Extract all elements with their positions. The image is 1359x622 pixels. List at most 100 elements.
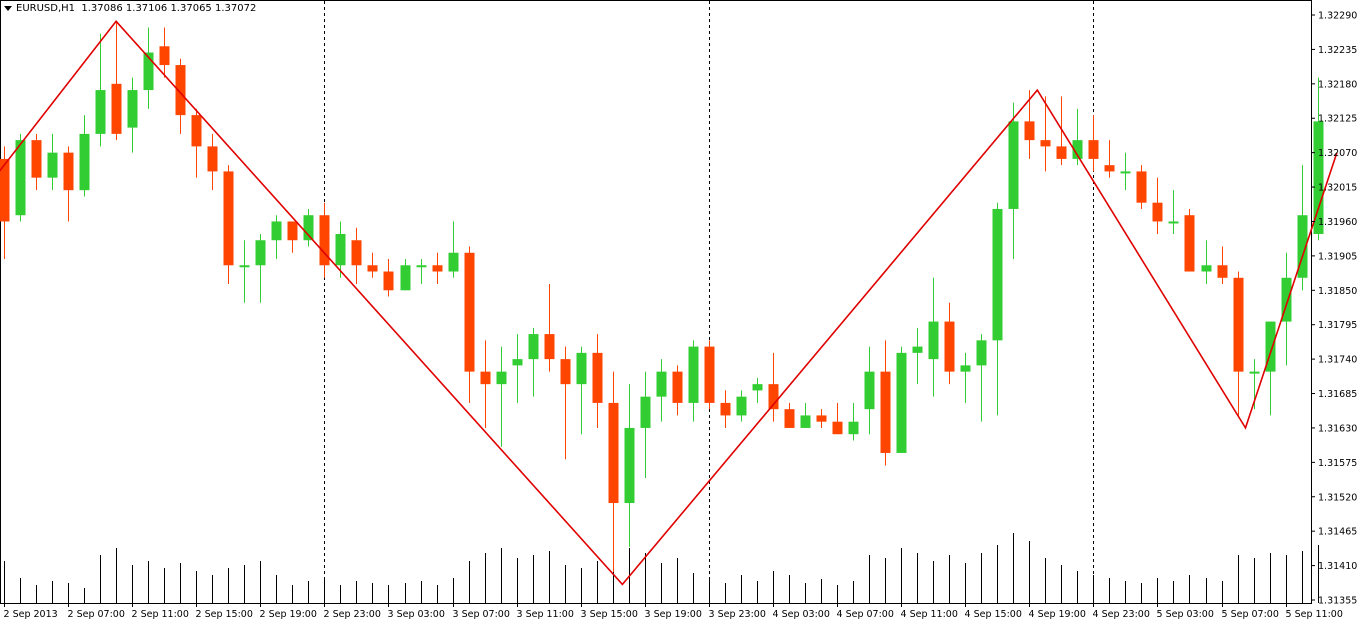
- candlestick: [95, 33, 106, 147]
- time-tick-label: 5 Sep 03:00: [1157, 609, 1214, 620]
- candlestick: [640, 371, 651, 478]
- candle-body: [544, 334, 555, 360]
- candle-body: [95, 90, 106, 134]
- time-tick-label: 3 Sep 19:00: [645, 609, 702, 620]
- candlestick: [15, 133, 26, 222]
- candle-body: [335, 233, 346, 266]
- time-tick-label: 5 Sep 07:00: [1222, 609, 1279, 620]
- price-tick-label: 1.31850: [1318, 286, 1357, 297]
- candlestick: [864, 346, 875, 435]
- time-tick-label: 3 Sep 07:00: [453, 609, 510, 620]
- candle-body: [1072, 140, 1083, 159]
- chart-menu-triangle-icon[interactable]: [4, 5, 12, 11]
- price-tick-label: 1.31410: [1318, 561, 1357, 572]
- candle-body: [1008, 121, 1019, 209]
- candlestick: [143, 27, 154, 109]
- candle-body: [1056, 146, 1067, 159]
- price-tick-label: 1.31355: [1318, 596, 1357, 607]
- candlestick: [432, 252, 443, 285]
- candle-body: [704, 346, 715, 403]
- candlestick: [191, 108, 202, 178]
- candle-body: [496, 371, 507, 385]
- candle-body: [367, 265, 378, 272]
- candlestick: [656, 359, 667, 422]
- candle-body: [31, 140, 42, 178]
- candlestick: [287, 221, 298, 253]
- time-tick-label: 4 Sep 07:00: [837, 609, 894, 620]
- candlestick: [400, 259, 411, 291]
- candlestick: [448, 221, 459, 278]
- candle-body: [720, 402, 731, 416]
- candle-body: [319, 215, 330, 266]
- price-tick-label: 1.31630: [1318, 423, 1357, 434]
- candle-body: [1313, 121, 1324, 234]
- candle-body: [1233, 277, 1244, 372]
- price-tick-label: 1.32235: [1318, 45, 1357, 56]
- candlestick: [1201, 240, 1212, 285]
- candle-body: [239, 265, 250, 268]
- candle-body: [896, 352, 907, 453]
- candlestick: [255, 233, 266, 303]
- candlestick: [416, 259, 427, 285]
- candlestick: [544, 284, 555, 372]
- candle-body: [976, 340, 987, 366]
- time-tick-label: 5 Sep 11:00: [1286, 609, 1343, 620]
- candlestick: [1088, 115, 1099, 172]
- candle-body: [816, 415, 827, 422]
- candlestick: [127, 77, 138, 153]
- time-tick-label: 2 Sep 15:00: [196, 609, 253, 620]
- candle-body: [111, 83, 122, 134]
- price-tick-label: 1.31905: [1318, 251, 1357, 262]
- candle-body: [448, 252, 459, 272]
- price-tick-label: 1.31795: [1318, 320, 1357, 331]
- candle-body: [1104, 165, 1115, 172]
- price-tick-label: 1.31740: [1318, 355, 1357, 366]
- candle-body: [624, 427, 635, 504]
- candle-body: [736, 396, 747, 416]
- candle-body: [1024, 121, 1035, 141]
- candlestick: [1104, 140, 1115, 178]
- chart-title: EURUSD,H1 1.37086 1.37106 1.37065 1.3707…: [4, 3, 256, 14]
- candle-body: [656, 371, 667, 397]
- candlestick: [528, 327, 539, 397]
- candlestick: [960, 352, 971, 403]
- candlestick: [1313, 77, 1324, 241]
- candlestick: [1297, 165, 1308, 291]
- candle-body: [1281, 277, 1292, 322]
- candlestick: [367, 252, 378, 278]
- price-tick-label: 1.32180: [1318, 79, 1357, 90]
- candle-body: [784, 409, 795, 428]
- candle-body: [159, 46, 170, 66]
- candlestick: [1233, 271, 1244, 416]
- candlestick: [79, 115, 90, 197]
- candle-body: [1184, 215, 1195, 272]
- candlestick: [1152, 177, 1163, 234]
- candle-body: [223, 171, 234, 266]
- candle-body: [928, 321, 939, 360]
- price-tick-label: 1.31685: [1318, 389, 1357, 400]
- candle-body: [15, 140, 26, 216]
- candlestick: [944, 302, 955, 385]
- candle-body: [207, 146, 218, 172]
- candlestick: [720, 390, 731, 428]
- candlestick: [928, 277, 939, 397]
- candle-body: [416, 265, 427, 268]
- candle-body: [576, 352, 587, 385]
- candlestick: [752, 377, 763, 403]
- candlestick: [1217, 246, 1228, 285]
- price-tick-label: 1.31465: [1318, 527, 1357, 538]
- candle-body: [1217, 265, 1228, 278]
- candle-body: [512, 359, 523, 366]
- candle-body: [528, 334, 539, 360]
- time-tick-label: 4 Sep 15:00: [965, 609, 1022, 620]
- zigzag-indicator: [0, 20, 1338, 586]
- symbol-timeframe: EURUSD,H1: [16, 3, 76, 14]
- candlestick: [31, 133, 42, 191]
- candle-body: [560, 359, 571, 385]
- candle-body: [832, 421, 843, 435]
- candle-body: [864, 371, 875, 410]
- candle-body: [640, 396, 651, 428]
- time-tick-label: 4 Sep 19:00: [1029, 609, 1086, 620]
